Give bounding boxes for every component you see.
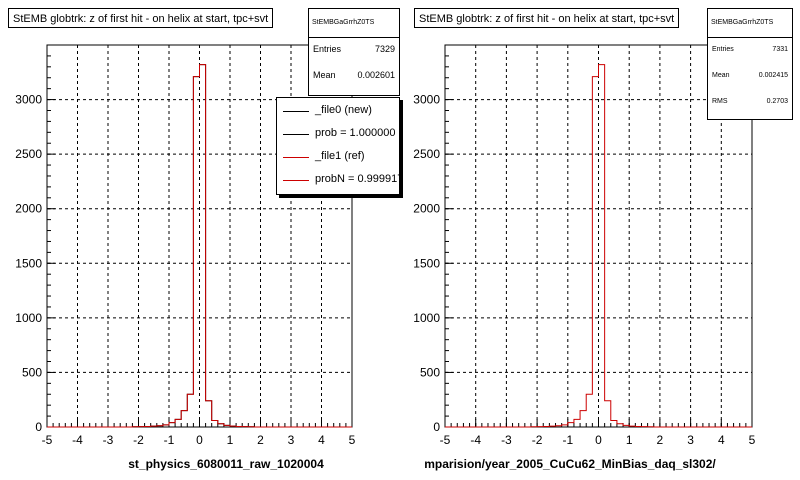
right-x-tick-label: -3 <box>501 433 512 447</box>
legend-label-prob: prob = 1.000000 <box>315 127 396 139</box>
right-y-tick-label: 2500 <box>413 147 440 161</box>
right-x-tick-label: 4 <box>718 433 725 447</box>
left-stats-name: StEMBGaGrrhZ0TS <box>309 9 399 38</box>
right-stats-name: StEMBGaGrrhZ0TS <box>708 9 792 38</box>
legend-label-file1: _file1 (ref) <box>315 150 365 162</box>
right-histogram-title: StEMB globtrk: z of first hit - on helix… <box>414 8 680 28</box>
legend-entry-probn: probN = 0.999917 <box>277 169 400 191</box>
right-y-tick-label: 1000 <box>413 311 440 325</box>
right-y-tick-label: 500 <box>420 365 440 379</box>
right-x-tick-label: 0 <box>595 433 602 447</box>
left-y-tick-label: 0 <box>35 420 42 434</box>
left-y-tick-label: 1500 <box>15 256 42 270</box>
right-x-tick-label: 2 <box>657 433 664 447</box>
left-x-tick-label: 5 <box>349 433 356 447</box>
right-stats-entries-row: Entries 7331 <box>708 46 792 53</box>
left-x-tick-label: -1 <box>164 433 175 447</box>
left-y-tick-label: 2000 <box>15 202 42 216</box>
left-x-tick-label: 3 <box>288 433 295 447</box>
left-series-1-histogram-line <box>47 64 352 428</box>
right-stats-box: StEMBGaGrrhZ0TS Entries 7331 Mean 0.0024… <box>707 8 793 120</box>
left-histogram-panel: -5 -4 -3 -2 -1 0 1 2 3 4 5 0 500 1000 1500 2000 2500 3000… <box>8 8 400 471</box>
left-x-tick-label: 2 <box>257 433 264 447</box>
left-x-tick-label: 4 <box>318 433 325 447</box>
right-histogram-panel: -5 -4 -3 -2 -1 0 1 2 3 4 5 0 500 1000 1500 2000 2500 3000… <box>400 0 800 480</box>
legend-line-probn <box>283 180 309 181</box>
right-stats-mean-row: Mean 0.002415 <box>708 72 792 79</box>
left-x-tick-label: 1 <box>227 433 234 447</box>
legend-entry-prob: prob = 1.000000 <box>277 123 399 145</box>
right-x-axis-label: mparision/year_2005_CuCu62_MinBias_daq_s… <box>424 457 716 471</box>
right-series-0-histogram-line <box>445 64 752 428</box>
left-x-axis-label: st_physics_6080011_raw_1020004 <box>128 457 324 471</box>
right-stats-mean-label: Mean <box>712 72 730 79</box>
right-y-tick-label: 0 <box>433 420 440 434</box>
right-stats-mean-value: 0.002415 <box>758 72 788 79</box>
left-histogram-title: StEMB globtrk: z of first hit - on helix… <box>8 8 274 28</box>
right-stats-entries-value: 7331 <box>772 46 788 53</box>
left-y-tick-label: 2500 <box>15 147 42 161</box>
right-x-tick-label: 3 <box>687 433 694 447</box>
left-x-tick-label: -4 <box>72 433 83 447</box>
right-stats-rms-label: RMS <box>712 98 728 105</box>
left-y-tick-label: 500 <box>22 365 42 379</box>
left-x-tick-label: -2 <box>133 433 144 447</box>
right-x-tick-label: -4 <box>470 433 481 447</box>
right-x-tick-label: -1 <box>562 433 573 447</box>
legend-line-file1 <box>283 157 309 158</box>
left-legend: _file0 (new) prob = 1.000000 _file1 (ref… <box>276 97 400 195</box>
right-x-tick-label: 1 <box>626 433 633 447</box>
left-y-tick-label: 3000 <box>15 93 42 107</box>
legend-label-file0: _file0 (new) <box>315 104 372 116</box>
right-stats-rms-row: RMS 0.2703 <box>708 98 792 105</box>
left-stats-mean-value: 0.002601 <box>357 70 395 80</box>
right-stats-rms-value: 0.2703 <box>766 98 788 105</box>
legend-line-prob <box>283 134 309 135</box>
right-stats-entries-label: Entries <box>712 46 734 53</box>
left-y-tick-label: 1000 <box>15 311 42 325</box>
left-stats-mean-label: Mean <box>313 70 336 80</box>
right-x-tick-label: -2 <box>532 433 543 447</box>
right-x-tick-label: 5 <box>749 433 756 447</box>
right-y-tick-label: 2000 <box>413 202 440 216</box>
right-histogram-plot: -5 -4 -3 -2 -1 0 1 2 3 4 5 0 500 1000 1500 2000 2500 3000 <box>413 44 756 447</box>
legend-label-probn: probN = 0.999917 <box>315 173 400 185</box>
legend-line-file0 <box>283 111 309 112</box>
legend-entry-file0: _file0 (new) <box>277 100 399 122</box>
left-x-tick-label: 0 <box>196 433 203 447</box>
left-x-tick-label: -3 <box>103 433 114 447</box>
left-x-tick-label: -5 <box>42 433 53 447</box>
left-stats-box: StEMBGaGrrhZ0TS Entries 7329 Mean 0.0026… <box>308 8 400 96</box>
left-histogram-plot: -5 -4 -3 -2 -1 0 1 2 3 4 5 0 500 1000 1500 2000 2500 3000 <box>15 44 356 447</box>
left-stats-entries-label: Entries <box>313 44 342 54</box>
legend-entry-file1: _file1 (ref) <box>277 146 399 168</box>
right-y-tick-label: 3000 <box>413 93 440 107</box>
left-stats-entries-row: Entries 7329 <box>309 44 399 54</box>
left-stats-entries-value: 7329 <box>374 44 395 54</box>
right-y-tick-label: 1500 <box>413 256 440 270</box>
left-stats-mean-row: Mean 0.002601 <box>309 70 399 80</box>
right-x-tick-label: -5 <box>440 433 451 447</box>
